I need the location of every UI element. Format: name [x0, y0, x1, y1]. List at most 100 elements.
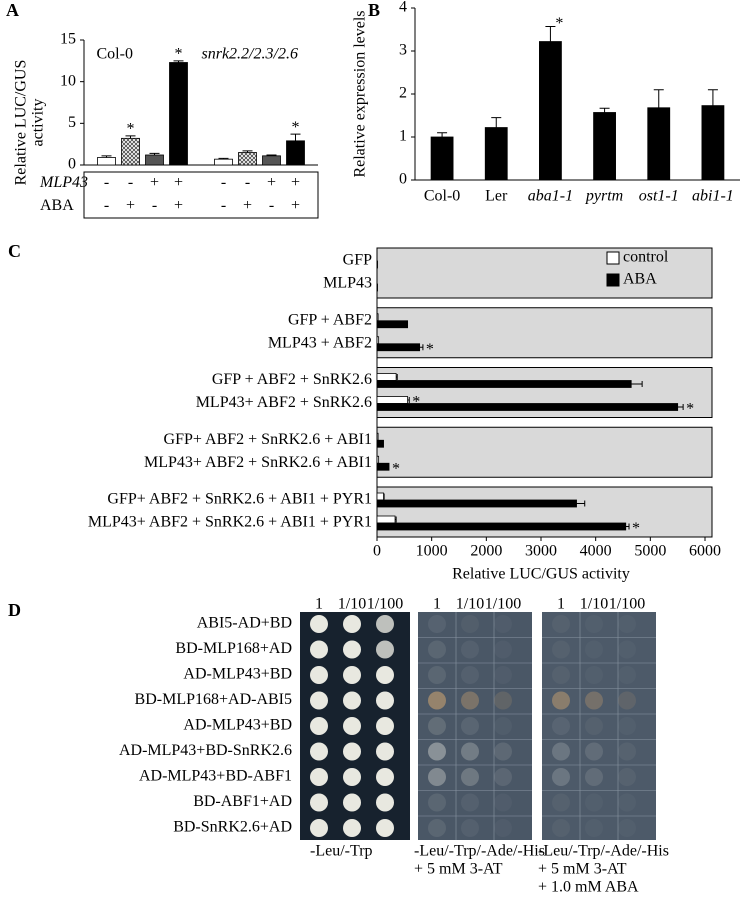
colony-spot [618, 691, 636, 710]
colony-spot [494, 819, 512, 837]
colony-spot [585, 742, 603, 761]
condition-sign: + [126, 197, 135, 214]
error-bar [290, 133, 301, 141]
bar [238, 152, 257, 166]
error-bar [173, 60, 184, 63]
condition-sign: - [128, 174, 133, 191]
bar [376, 515, 396, 524]
bar [376, 396, 409, 404]
colony-spot [376, 768, 394, 786]
error-bar [395, 516, 397, 523]
colony-spot [585, 768, 603, 786]
colony-spot [343, 666, 361, 684]
colony-spot [618, 819, 636, 837]
bar [484, 127, 508, 181]
colony-spot [376, 666, 394, 684]
y-tick-label: 3 [399, 42, 407, 59]
x-tick-label: pyrtm [585, 188, 623, 205]
bar [376, 499, 577, 508]
colony-spot [428, 615, 446, 633]
dilution-label: 1/100 [485, 596, 521, 613]
colony-spot [585, 819, 603, 837]
colony-spot [494, 717, 512, 735]
y-tick-label: 15 [60, 31, 76, 48]
plate [418, 612, 532, 840]
condition-sign: + [291, 197, 300, 214]
bar [376, 260, 378, 269]
error-bar [653, 89, 664, 108]
colony-spot [343, 793, 361, 812]
bar [376, 462, 390, 471]
bar [376, 373, 397, 381]
colony-spot [461, 768, 479, 786]
error-bar [419, 344, 424, 351]
y-tick-label: MLP43+ ABF2 + SnRK2.6 [196, 394, 372, 411]
y-tick-label: GFP+ ABF2 + SnRK2.6 + ABI1 [164, 431, 372, 448]
dilution-label: 1/100 [609, 596, 645, 613]
significance: * [412, 394, 420, 411]
bar [376, 336, 380, 345]
y-tick-label: MLP43+ ABF2 + SnRK2.6 + ABI1 [144, 454, 372, 471]
colony-spot [618, 640, 636, 659]
legend-swatch [606, 251, 620, 265]
significance: * [426, 341, 434, 358]
colony-spot [310, 691, 328, 710]
error-bar [707, 89, 718, 106]
colony-spot [552, 742, 570, 761]
colony-spot [494, 768, 512, 786]
error-bar [125, 135, 136, 139]
bar [286, 140, 305, 166]
bar [376, 403, 679, 411]
colony-spot [461, 819, 479, 837]
y-tick-label: 0 [68, 156, 76, 173]
x-tick-label: Ler [485, 188, 508, 205]
bar [97, 157, 116, 166]
construct-label: ABI5-AD+BD [197, 615, 292, 632]
legend-label: ABA [623, 271, 657, 288]
colony-spot [552, 666, 570, 684]
bar [376, 313, 379, 322]
colony-spot [343, 640, 361, 659]
colony-spot [618, 768, 636, 786]
colony-spot [461, 640, 479, 659]
y-tick-label: GFP + ABF2 [288, 311, 372, 328]
row-panel [376, 426, 713, 478]
bar [262, 155, 281, 166]
construct-label: BD-ABF1+AD [193, 793, 292, 810]
colony-spot [552, 819, 570, 837]
colony-spot [552, 615, 570, 633]
medium-label: + 5 mM 3-AT [414, 861, 503, 878]
colony-spot [310, 615, 328, 633]
bar [539, 41, 562, 181]
colony-spot [585, 640, 603, 659]
y-axis-label: Relative LUC/GUS [13, 60, 30, 186]
construct-label: AD-MLP43+BD-SnRK2.6 [119, 742, 292, 759]
condition-sign: - [245, 174, 250, 191]
colony-spot [343, 717, 361, 735]
group-label: snrk2.2/2.3/2.6 [202, 46, 298, 63]
error-bar [576, 500, 586, 507]
colony-spot [428, 742, 446, 761]
panel-label: C [8, 241, 21, 261]
colony-spot [428, 717, 446, 735]
y-tick-label: 0 [399, 171, 407, 188]
construct-label: BD-MLP168+AD [175, 640, 292, 657]
colony-spot [343, 742, 361, 761]
error-bar [266, 154, 277, 156]
significance: * [686, 401, 694, 418]
construct-label: BD-SnRK2.6+AD [173, 819, 292, 836]
error-bar [677, 404, 684, 410]
significance: * [632, 520, 640, 537]
colony-spot [552, 640, 570, 659]
error-bar [218, 157, 229, 160]
error-bar [407, 397, 410, 403]
y-tick-label: 5 [68, 114, 76, 131]
colony-spot [618, 666, 636, 684]
significance: * [127, 121, 135, 138]
error-bar [149, 152, 160, 155]
colony-spot [376, 742, 394, 761]
condition-sign: - [221, 197, 226, 214]
colony-spot [310, 717, 328, 735]
y-tick-label: 10 [60, 72, 76, 89]
dilution-label: 1 [315, 596, 323, 613]
